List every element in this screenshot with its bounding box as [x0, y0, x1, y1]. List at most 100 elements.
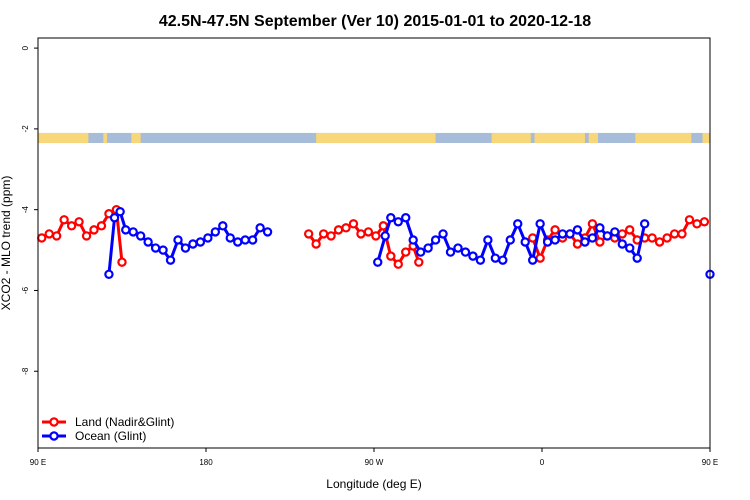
plot-frame	[37, 37, 711, 449]
land-point	[96, 221, 107, 231]
land-point	[684, 215, 695, 225]
band-land	[635, 132, 692, 144]
land-point	[386, 251, 396, 261]
land-point	[393, 259, 403, 269]
land-point	[654, 237, 665, 247]
band-land	[316, 132, 436, 144]
land-point	[699, 217, 710, 227]
ocean-point	[158, 245, 168, 255]
land-point	[647, 233, 657, 243]
ocean-point	[150, 243, 161, 253]
land-point	[692, 219, 702, 229]
band-land	[702, 132, 710, 144]
land-point	[66, 221, 77, 231]
land-point	[401, 247, 411, 257]
land-point	[677, 229, 687, 239]
x-tick-label: 90 W	[365, 458, 384, 467]
land-point	[303, 229, 314, 239]
ocean-point	[505, 235, 515, 245]
land-point	[414, 257, 424, 267]
ocean-point	[460, 247, 471, 257]
land-point	[37, 233, 47, 243]
ocean-point	[262, 227, 273, 237]
ocean-point	[520, 237, 530, 247]
y-tick-label: -6	[21, 286, 30, 294]
ocean-point	[430, 235, 441, 245]
land-point	[348, 219, 359, 229]
ocean-point	[408, 235, 418, 245]
band-land	[491, 132, 531, 144]
legend-ocean-marker	[49, 431, 59, 441]
ocean-point	[513, 219, 523, 229]
ocean-point	[490, 253, 501, 263]
band-land	[38, 132, 89, 144]
ocean-point	[401, 213, 411, 223]
ocean-point	[639, 219, 650, 229]
ocean-point	[565, 229, 575, 239]
land-point	[550, 225, 560, 235]
ocean-point	[115, 206, 125, 217]
land-point	[333, 225, 344, 235]
legend-ocean-label: Ocean (Glint)	[75, 429, 146, 443]
ocean-point	[180, 243, 191, 253]
ocean-point	[557, 229, 568, 239]
ocean-point	[247, 235, 258, 245]
ocean-point	[218, 221, 228, 231]
ocean-point	[121, 225, 131, 235]
ocean-point	[165, 255, 176, 265]
legend-land-label: Land (Nadir&Glint)	[75, 415, 174, 429]
ocean-point	[475, 255, 486, 265]
x-tick-label: 0	[540, 458, 545, 467]
land-point	[341, 223, 351, 233]
band-land	[131, 132, 141, 144]
ocean-point	[468, 251, 478, 261]
ocean-point	[445, 247, 456, 257]
ocean-point	[195, 237, 206, 247]
ocean-point	[373, 257, 383, 267]
ocean-point	[173, 235, 183, 245]
legend-land-marker	[49, 417, 59, 427]
ocean-point	[602, 231, 613, 241]
ocean-point	[453, 243, 463, 253]
land-point	[587, 219, 598, 229]
ocean-point	[233, 237, 243, 247]
land-point	[363, 227, 374, 237]
band-land	[588, 132, 598, 144]
land-point	[669, 229, 680, 239]
x-tick-label: 90 E	[702, 458, 718, 467]
y-tick-label: 0	[21, 45, 30, 50]
ocean-point	[550, 235, 560, 245]
land-point	[371, 231, 381, 241]
land-point	[81, 231, 92, 241]
ocean-point	[587, 233, 598, 243]
ocean-point	[380, 231, 390, 241]
ocean-point	[542, 237, 553, 247]
land-point	[311, 239, 321, 249]
x-axis-label: Longitude (deg E)	[326, 477, 421, 491]
ocean-point	[386, 213, 396, 223]
land-point	[617, 229, 627, 239]
land-point	[356, 229, 366, 239]
ocean-point	[483, 235, 493, 245]
ocean-point	[135, 231, 146, 241]
legend: Land (Nadir&Glint) Ocean (Glint)	[42, 415, 174, 443]
land-ocean-band	[38, 132, 710, 144]
land-point	[318, 229, 329, 239]
land-point	[89, 225, 99, 235]
ocean-point	[438, 229, 448, 239]
ocean-point	[104, 269, 114, 280]
land-point	[59, 215, 69, 225]
ocean-point	[143, 237, 153, 247]
ocean-point	[188, 239, 198, 249]
y-tick-label: -4	[21, 206, 30, 214]
ocean-point	[632, 253, 642, 263]
y-axis-label: XCO2 - MLO trend (ppm)	[0, 176, 13, 311]
land-point	[572, 239, 583, 249]
y-axis-ticks: 0 -2 -4 -6 -8	[21, 45, 38, 375]
land-point	[662, 233, 672, 243]
land-point	[535, 253, 545, 263]
ocean-point	[415, 247, 426, 257]
ocean-point	[527, 255, 538, 265]
ocean-point	[498, 255, 508, 265]
